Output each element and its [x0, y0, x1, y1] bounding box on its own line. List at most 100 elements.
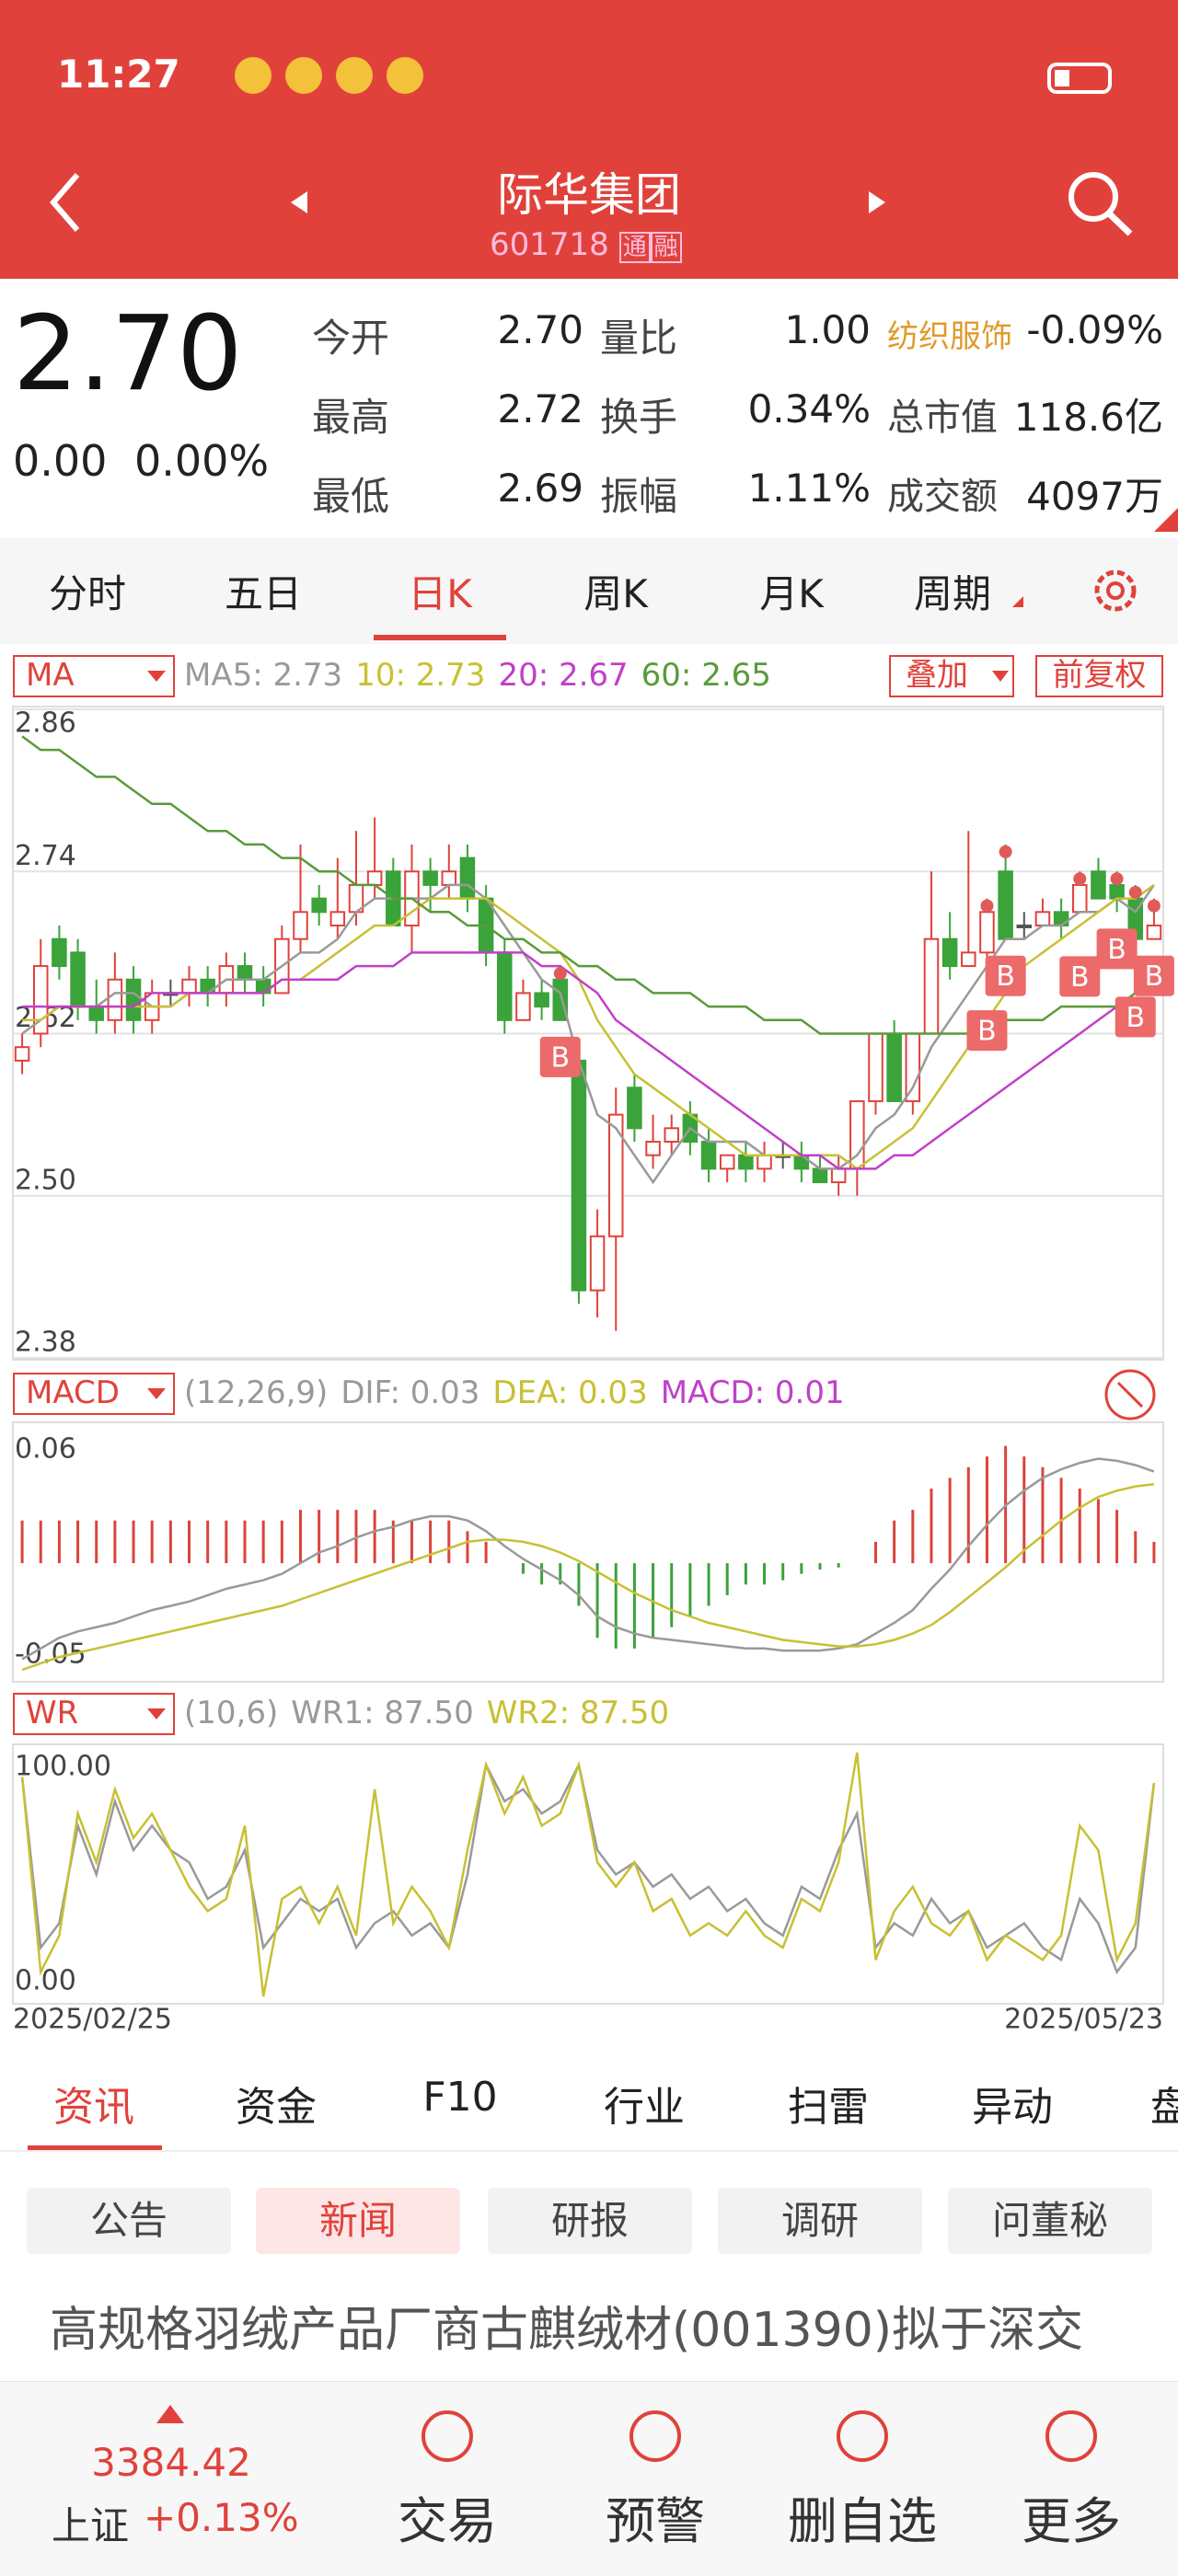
candle-body: [886, 1032, 902, 1102]
candle-body: [998, 870, 1013, 940]
marker-label: B: [996, 960, 1015, 993]
sub-tab[interactable]: 研报: [488, 2188, 692, 2254]
candle: [237, 952, 253, 994]
bottom-item[interactable]: 删自选: [788, 2492, 937, 2550]
period-tab[interactable]: 五日: [224, 571, 303, 616]
dropdown-caret: [147, 1708, 166, 1719]
candle: [756, 1142, 772, 1183]
candle-body: [941, 937, 958, 968]
search[interactable]: [1068, 172, 1118, 222]
candle: [923, 871, 940, 1035]
bottom-icon: [629, 2410, 681, 2462]
bottom-bar: [0, 2381, 1178, 2576]
stat: 2.72: [497, 386, 583, 431]
info-tab[interactable]: F10: [422, 2074, 498, 2121]
bottom-item[interactable]: 交易: [398, 2492, 497, 2550]
info-tab[interactable]: 盘: [1150, 2084, 1178, 2131]
stat: 2.70: [497, 307, 583, 352]
candle: [571, 1059, 587, 1305]
candle-body: [1109, 883, 1125, 900]
expand-icon: [1116, 1381, 1144, 1409]
expand-icon: [1104, 1369, 1156, 1420]
index-value: 3384.42: [91, 2440, 251, 2485]
price: 2.70: [13, 294, 243, 414]
indicator-line: [21, 883, 1155, 1185]
info-tab[interactable]: 异动: [972, 2084, 1053, 2131]
news-headline[interactable]: 高规格羽绒产品厂商古麒绒材(001390)拟于深交: [50, 2303, 1084, 2358]
marker-dot: [553, 967, 567, 981]
next-stock[interactable]: [869, 191, 885, 213]
header-icons: [50, 57, 1133, 236]
period-tab[interactable]: 日K: [408, 571, 472, 616]
up-arrow: [156, 2405, 184, 2423]
candle-body: [534, 992, 549, 1008]
candle-body: [70, 951, 86, 1008]
candle: [125, 966, 142, 1034]
y-tick-label: 0.00: [15, 1965, 76, 1997]
candle: [1016, 912, 1033, 939]
change: 0.00: [13, 436, 108, 486]
prev-stock[interactable]: [291, 191, 307, 213]
settings[interactable]: [1088, 563, 1143, 618]
stat: 最高: [312, 395, 390, 440]
candle-body: [1034, 911, 1051, 926]
candle: [868, 1032, 884, 1115]
stat: 今开: [312, 316, 390, 361]
candle-body: [571, 1059, 587, 1292]
candle-body: [181, 978, 197, 995]
marker-label: B: [1070, 961, 1090, 994]
indicator-line: [20, 1761, 1156, 1975]
candle-body: [1091, 870, 1106, 900]
period-tab[interactable]: 周K: [583, 571, 648, 616]
y-tick-label: 2.50: [15, 1164, 76, 1196]
bottom-icon: [1045, 2410, 1097, 2462]
candle: [181, 966, 197, 1007]
period-caret: [1012, 596, 1023, 607]
info-tabs: [0, 2042, 1178, 2153]
bottom-item[interactable]: 更多: [1022, 2492, 1121, 2550]
candle: [441, 844, 457, 899]
period-tab[interactable]: 周期: [913, 571, 992, 616]
panel-frame: [12, 1421, 1164, 1683]
stat: 0.34%: [747, 386, 871, 431]
candle: [886, 1019, 902, 1102]
x-label: 2025/02/25: [13, 2004, 172, 2036]
sub-tab[interactable]: 公告: [27, 2188, 231, 2254]
candle-body: [627, 1087, 642, 1130]
sub-tab[interactable]: 调研: [718, 2188, 922, 2254]
candle: [941, 912, 958, 980]
y-tick-label: 0.06: [15, 1433, 76, 1466]
candle-body: [589, 1235, 606, 1292]
sub-tab[interactable]: 问董秘: [948, 2188, 1152, 2254]
bottom-item[interactable]: 预警: [606, 2492, 705, 2550]
indicator-dropdown[interactable]: MA: [13, 655, 175, 697]
info-tab[interactable]: 行业: [604, 2084, 685, 2131]
candle-body: [1072, 883, 1088, 914]
stock-name: 际华集团: [497, 168, 681, 222]
back-button[interactable]: [50, 173, 80, 232]
info-tab[interactable]: 资讯: [53, 2084, 134, 2131]
stat: 换手: [600, 395, 678, 440]
indicator-dropdown[interactable]: MACD: [13, 1373, 175, 1415]
candle-body: [719, 1154, 735, 1170]
sub-tab[interactable]: 新闻: [256, 2188, 460, 2254]
period-tab[interactable]: 分时: [48, 571, 127, 616]
marker-label: B: [1126, 1002, 1145, 1034]
change-pct: 0.00%: [134, 436, 270, 486]
marker-box: [539, 1036, 581, 1077]
marker-box: [1059, 956, 1101, 997]
period-tab[interactable]: 月K: [759, 571, 824, 616]
candle-body: [738, 1154, 754, 1170]
stat: -0.09%: [1026, 307, 1163, 352]
indicator-dropdown[interactable]: WR: [13, 1693, 175, 1735]
overlay-button[interactable]: 叠加: [889, 655, 1014, 697]
info-tab[interactable]: 资金: [236, 2084, 317, 2131]
candle-body: [1016, 925, 1033, 928]
adjust-button[interactable]: 前复权: [1035, 655, 1163, 697]
info-tab[interactable]: 扫雷: [788, 2084, 869, 2131]
candle: [1091, 857, 1106, 900]
badge: 融: [650, 232, 682, 263]
candle: [719, 1154, 735, 1183]
candle-body: [979, 911, 995, 954]
marker-dot: [1110, 872, 1124, 886]
